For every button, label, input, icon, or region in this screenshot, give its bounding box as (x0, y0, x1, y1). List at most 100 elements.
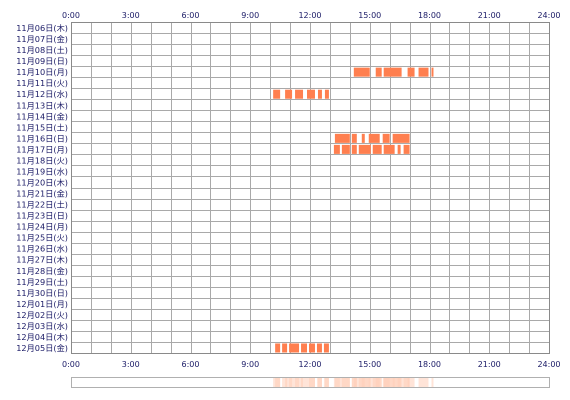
summary-mark (403, 378, 410, 387)
x-axis-bottom: 0:00 3:00 6:00 9:00 12:00 15:00 18:00 21:00 24:0… (62, 360, 561, 369)
summary-mark (289, 378, 300, 387)
summary-mark (309, 378, 315, 387)
x-tick-label-top: 6:00 (182, 11, 200, 20)
summary-mark (341, 378, 350, 387)
activity-bar (295, 89, 304, 99)
day-label: 11月08日(土) (16, 45, 68, 55)
activity-bar (382, 133, 390, 143)
activity-bar (351, 133, 357, 143)
x-tick-label-bottom: 12:00 (298, 360, 321, 369)
day-label: 11月20日(木) (16, 178, 68, 188)
activity-bar (418, 67, 429, 77)
day-label: 11月18日(火) (16, 155, 68, 165)
day-label: 11月07日(金) (16, 34, 68, 44)
x-tick-label-top: 21:00 (478, 11, 501, 20)
day-label: 11月16日(日) (16, 133, 68, 143)
day-label: 11月26日(水) (16, 244, 68, 254)
activity-bar (397, 144, 401, 154)
x-tick-label-top: 9:00 (241, 11, 259, 20)
activity-bar (351, 144, 357, 154)
day-label: 11月24日(月) (16, 222, 68, 232)
summary-strip (71, 377, 550, 388)
activity-bar (431, 67, 434, 77)
summary-mark (431, 378, 434, 387)
summary-mark (285, 378, 293, 387)
day-label: 12月03日(水) (16, 321, 68, 331)
summary-mark (275, 378, 281, 387)
day-label: 11月10日(月) (16, 67, 68, 77)
activity-bar (353, 67, 370, 77)
summary-mark (407, 378, 415, 387)
summary-mark (397, 378, 401, 387)
activity-bar (273, 89, 281, 99)
grid (71, 22, 550, 354)
x-tick-label-top: 24:00 (537, 11, 560, 20)
plot-frame (71, 22, 550, 354)
x-tick-label-bottom: 18:00 (418, 360, 441, 369)
day-label: 11月27日(木) (16, 255, 68, 265)
day-label: 11月06日(木) (16, 23, 68, 33)
day-label: 12月04日(木) (16, 332, 68, 342)
day-label: 11月29日(土) (16, 277, 68, 287)
x-tick-label-top: 0:00 (62, 11, 80, 20)
day-label: 12月01日(月) (16, 299, 68, 309)
activity-bar (358, 144, 371, 154)
day-label: 11月15日(土) (16, 122, 68, 132)
activity-bar (392, 133, 410, 143)
activity-bar (301, 343, 308, 353)
day-label: 11月23日(日) (16, 211, 68, 221)
day-label: 12月02日(火) (16, 310, 68, 320)
day-label: 11月09日(日) (16, 56, 68, 66)
day-label: 11月11日(火) (16, 78, 68, 88)
summary-mark (351, 378, 357, 387)
activity-bar (383, 144, 395, 154)
day-label: 11月13日(木) (16, 100, 68, 110)
activity-bar (341, 144, 350, 154)
day-label: 11月14日(金) (16, 111, 68, 121)
day-label: 11月28日(金) (16, 266, 68, 276)
summary-mark (316, 378, 322, 387)
summary-mark (372, 378, 382, 387)
activity-bar (407, 67, 415, 77)
summary-mark (323, 378, 329, 387)
x-tick-label-bottom: 24:00 (537, 360, 560, 369)
x-tick-label-bottom: 3:00 (122, 360, 140, 369)
activity-bars (273, 67, 434, 353)
activity-bar (307, 89, 315, 99)
activity-bar (323, 343, 329, 353)
summary-mark (301, 378, 308, 387)
activity-bar (285, 89, 293, 99)
activity-bar (403, 144, 410, 154)
day-label: 11月21日(金) (16, 189, 68, 199)
summary-mark (392, 378, 410, 387)
day-label: 11月19日(水) (16, 166, 68, 176)
summary-mark (333, 378, 340, 387)
summary-mark (418, 378, 429, 387)
activity-bar (383, 67, 402, 77)
activity-bar (282, 343, 288, 353)
x-tick-label-top: 12:00 (298, 11, 321, 20)
x-tick-label-top: 15:00 (358, 11, 381, 20)
day-label: 11月30日(日) (16, 288, 68, 298)
activity-bar (309, 343, 315, 353)
x-tick-label-top: 18:00 (418, 11, 441, 20)
x-tick-label-bottom: 0:00 (62, 360, 80, 369)
day-label: 11月12日(水) (16, 89, 68, 99)
day-label: 11月17日(月) (16, 144, 68, 154)
activity-bar (333, 144, 340, 154)
activity-bar (375, 67, 382, 77)
activity-bar (289, 343, 300, 353)
day-label: 12月05日(金) (16, 343, 68, 353)
summary-mark (358, 378, 371, 387)
activity-bar (324, 89, 329, 99)
activity-bar (275, 343, 281, 353)
activity-bar (368, 133, 380, 143)
activity-bar (361, 133, 365, 143)
x-tick-label-top: 3:00 (122, 11, 140, 20)
x-tick-label-bottom: 21:00 (478, 360, 501, 369)
x-tick-label-bottom: 9:00 (241, 360, 259, 369)
summary-mark (383, 378, 395, 387)
day-labels: 11月06日(木)11月07日(金)11月08日(土)11月09日(日)11月1… (16, 23, 68, 353)
x-tick-label-bottom: 15:00 (358, 360, 381, 369)
